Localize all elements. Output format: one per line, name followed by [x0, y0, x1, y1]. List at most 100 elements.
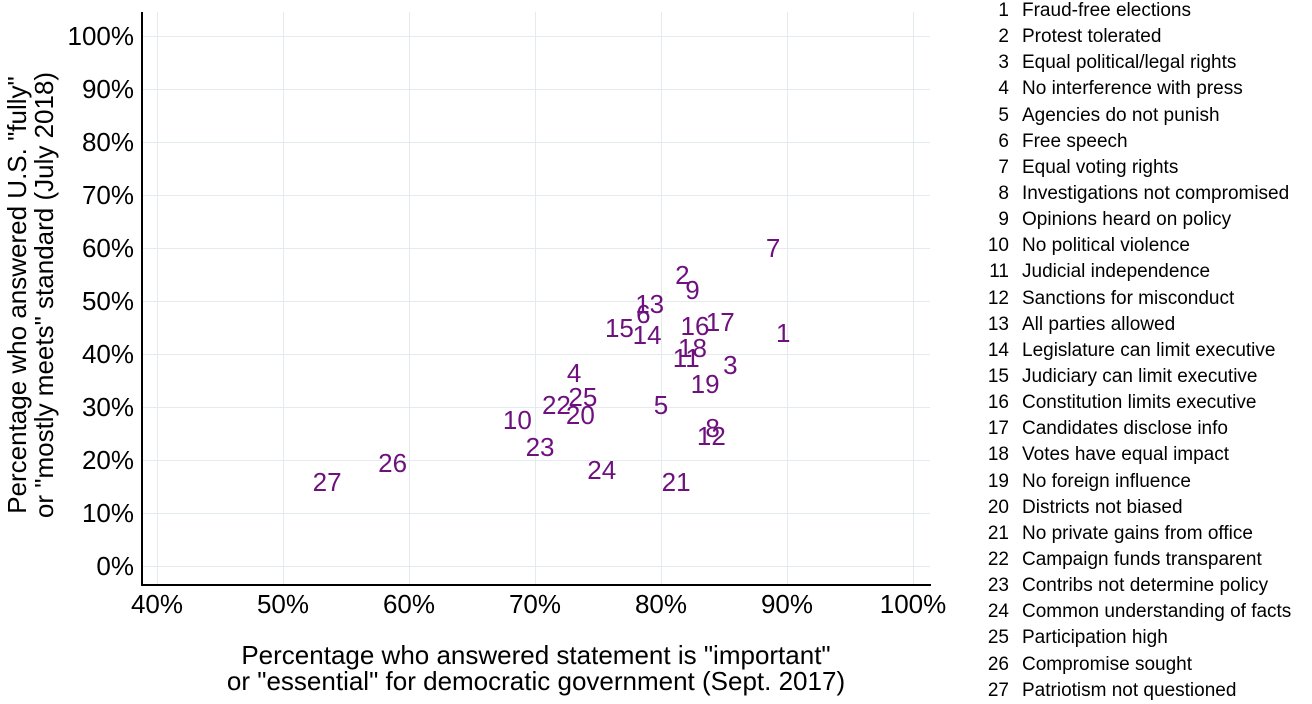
x-tick-label: 40%: [130, 589, 184, 619]
legend-item-number: 19: [987, 470, 1009, 492]
legend-item-number: 26: [987, 653, 1009, 675]
legend-item-label: Investigations not compromised: [1022, 183, 1290, 205]
legend-item-label: No private gains from office: [1022, 522, 1253, 544]
y-tick-label: 80%: [81, 127, 134, 157]
data-point-label: 22: [541, 389, 571, 420]
legend-item: 9 Opinions heard on policy: [981, 207, 1291, 233]
legend-item-number: 22: [987, 549, 1009, 571]
legend: 1 Fraud-free elections 2 Protest tolerated 3…: [981, 0, 1291, 704]
legend-item: 19 No foreign influence: [981, 469, 1291, 495]
legend-item: 25 Participation high: [981, 625, 1291, 651]
legend-item-number: 17: [987, 418, 1009, 440]
legend-item-number: 5: [998, 104, 1009, 126]
legend-item-label: Fraud-free elections: [1022, 0, 1191, 22]
legend-item-number: 18: [987, 444, 1009, 466]
y-tick-label: 40%: [81, 339, 134, 369]
data-point-label: 10: [502, 405, 532, 436]
x-axis-title: Percentage who answered statement is "im…: [227, 642, 845, 694]
legend-item-number: 11: [989, 261, 1009, 283]
legend-item: 16 Constitution limits executive: [981, 390, 1291, 416]
y-tick-label: 20%: [81, 445, 134, 475]
legend-item-number: 13: [987, 313, 1009, 335]
legend-item-label: Constitution limits executive: [1022, 392, 1257, 414]
data-point-label: 20: [565, 399, 595, 430]
legend-item-number: 16: [987, 392, 1009, 414]
data-point-label: 18: [678, 332, 707, 363]
legend-item-number: 10: [987, 235, 1009, 257]
x-tick-label: 90%: [760, 589, 814, 619]
legend-item: 11 Judicial independence: [981, 259, 1291, 285]
legend-item-label: All parties allowed: [1022, 313, 1176, 335]
y-tick-label: 90%: [81, 74, 134, 104]
legend-item-label: Compromise sought: [1022, 653, 1193, 675]
x-axis-title-line1: Percentage who answered statement is "im…: [241, 640, 831, 670]
y-gridline: [142, 407, 930, 408]
legend-item-number: 4: [998, 78, 1009, 100]
legend-item-label: No political violence: [1022, 235, 1190, 257]
data-point-label: 21: [661, 467, 691, 498]
data-point-label: 15: [604, 312, 634, 343]
x-tick-label: 70%: [508, 589, 562, 619]
legend-item: 23 Contribs not determine policy: [981, 573, 1291, 599]
y-gridline: [142, 142, 930, 143]
legend-item-number: 8: [998, 183, 1009, 205]
y-gridline: [142, 89, 930, 90]
legend-item-label: Votes have equal impact: [1022, 444, 1230, 466]
data-point-label: 27: [312, 467, 342, 498]
y-gridline: [142, 36, 930, 37]
data-point-label: 2: [675, 259, 690, 290]
data-point-label: 13: [635, 289, 665, 320]
legend-item-label: Opinions heard on policy: [1022, 209, 1232, 231]
legend-item: 7 Equal voting rights: [981, 155, 1291, 181]
legend-item-label: Free speech: [1022, 130, 1128, 152]
legend-item-label: Legislature can limit executive: [1022, 339, 1276, 361]
legend-item-label: Common understanding of facts: [1022, 601, 1292, 623]
legend-item-label: Participation high: [1022, 627, 1168, 649]
legend-item-number: 12: [987, 287, 1009, 309]
legend-item: 13 All parties allowed: [981, 312, 1291, 338]
y-tick-label: 60%: [81, 233, 134, 263]
y-tick-label: 100%: [67, 21, 135, 51]
legend-item: 18 Votes have equal impact: [981, 442, 1291, 468]
x-gridline: [661, 12, 662, 584]
legend-item: 3 Equal political/legal rights: [981, 50, 1291, 76]
legend-item: 1 Fraud-free elections: [981, 0, 1291, 24]
data-point-label: 1: [775, 317, 791, 348]
legend-item-number: 15: [987, 366, 1009, 388]
legend-item-number: 6: [998, 130, 1009, 152]
x-tick-label: 100%: [879, 589, 947, 619]
data-point-label: 6: [636, 299, 651, 330]
data-point-label: 17: [705, 307, 735, 338]
data-point-label: 19: [690, 368, 720, 399]
data-point-label: 14: [632, 320, 662, 351]
legend-item: 26 Compromise sought: [981, 652, 1291, 678]
data-point-label: 16: [680, 310, 710, 341]
legend-item-label: Equal political/legal rights: [1022, 52, 1237, 74]
data-point-label: 9: [685, 275, 700, 306]
x-gridline: [283, 12, 284, 584]
y-tick-label: 30%: [81, 392, 134, 422]
legend-item-label: Contribs not determine policy: [1022, 575, 1269, 597]
legend-item-number: 21: [987, 522, 1009, 544]
legend-item-number: 24: [987, 601, 1009, 623]
y-gridline: [142, 248, 930, 249]
y-gridline: [142, 195, 930, 196]
x-tick-label: 50%: [256, 589, 310, 619]
legend-item-label: Sanctions for misconduct: [1022, 287, 1235, 309]
y-tick-label: 50%: [81, 286, 134, 316]
legend-item-label: Patriotism not questioned: [1022, 679, 1237, 701]
legend-item: 14 Legislature can limit executive: [981, 338, 1291, 364]
legend-item-number: 20: [987, 496, 1009, 518]
data-point-label: 3: [723, 349, 738, 380]
y-tick-label: 0%: [96, 551, 134, 581]
data-point-label: 12: [696, 421, 726, 452]
legend-item-label: Agencies do not punish: [1022, 104, 1220, 126]
legend-item-number: 27: [987, 679, 1009, 701]
data-point-label: 23: [525, 431, 555, 462]
y-tick-label: 10%: [81, 498, 134, 528]
legend-item-label: Protest tolerated: [1022, 26, 1162, 48]
legend-item-label: No foreign influence: [1022, 470, 1191, 492]
legend-item-label: Judiciary can limit executive: [1022, 366, 1258, 388]
legend-item: 4 No interference with press: [981, 76, 1291, 102]
